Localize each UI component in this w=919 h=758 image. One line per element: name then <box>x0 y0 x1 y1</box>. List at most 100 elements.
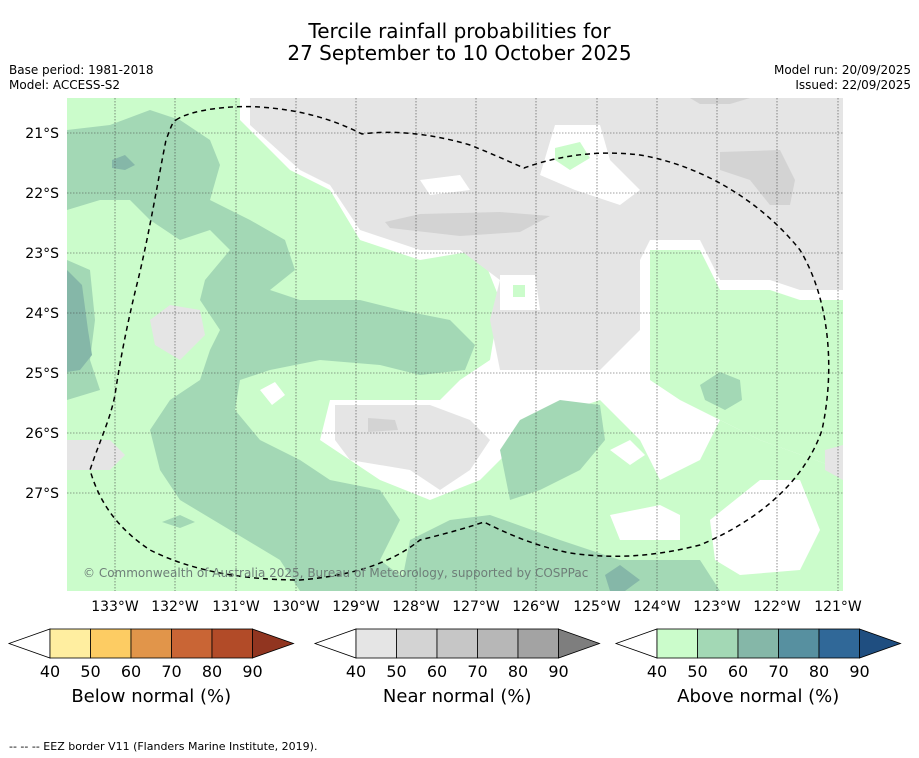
lon-label: 129°W <box>332 599 380 615</box>
colorbar-segment <box>90 628 132 659</box>
above-normal-50-region-s <box>400 515 720 591</box>
white-gap-6 <box>610 505 680 540</box>
colorbar-segment <box>737 628 779 659</box>
lon-label: 123°W <box>693 599 741 615</box>
lon-label: 130°W <box>272 599 320 615</box>
colorbar-segment <box>171 628 213 659</box>
colorbar-segment <box>818 628 860 659</box>
title-line-2: 27 September to 10 October 2025 <box>287 41 632 65</box>
colorbar-segment <box>436 628 478 659</box>
colorbar-tick: 40 <box>345 662 367 681</box>
above-normal-60-region <box>67 270 92 372</box>
meta-left: Base period: 1981-2018 Model: ACCESS-S2 <box>9 63 154 93</box>
lon-label: 132°W <box>151 599 199 615</box>
colorbar-tick: 40 <box>39 662 61 681</box>
colorbar-extend-high <box>558 628 601 659</box>
white-gap-7 <box>710 480 820 575</box>
near-normal-40-region <box>250 98 843 370</box>
lon-label: 126°W <box>512 599 560 615</box>
above-normal-60-region-n <box>112 155 135 170</box>
lat-label: 27°S <box>25 486 59 502</box>
above-normal-50-region-sw <box>162 515 195 528</box>
colorbar-tick: 60 <box>120 662 142 681</box>
near-normal-50-region-ne <box>720 150 795 205</box>
eez-border <box>89 105 830 581</box>
colorbar-segment <box>517 628 559 659</box>
colorbar-extend-low <box>313 628 357 659</box>
colorbar-title: Near normal (%) <box>382 686 532 707</box>
lon-label: 133°W <box>91 599 139 615</box>
colorbar-tick: 70 <box>467 662 488 681</box>
white-gap-5 <box>610 440 645 465</box>
colorbar-tick: 40 <box>646 662 668 681</box>
lat-label: 25°S <box>25 366 59 382</box>
above-normal-50-region-se <box>500 400 605 500</box>
model-name: Model: ACCESS-S2 <box>9 78 121 92</box>
colorbar-tick: 60 <box>426 662 448 681</box>
colorbar-tick: 80 <box>201 662 223 681</box>
lat-label: 24°S <box>25 306 59 322</box>
lon-label: 122°W <box>753 599 801 615</box>
colorbar-tick: 80 <box>507 662 529 681</box>
colorbar-title: Above normal (%) <box>677 686 840 707</box>
colorbar-segment <box>130 628 172 659</box>
colorbar-segment <box>477 628 519 659</box>
colorbar-tick: 90 <box>849 662 870 681</box>
colorbar-segment <box>49 628 91 659</box>
colorbar-title: Below normal (%) <box>71 686 232 707</box>
title-line-1: Tercile rainfall probabilities for <box>308 19 611 43</box>
lat-labels: 21°S 22°S 23°S 24°S 25°S 26°S 27°S <box>25 126 59 502</box>
lat-label: 26°S <box>25 426 59 442</box>
colorbars <box>7 628 902 659</box>
colorbar-extend-high <box>859 628 902 659</box>
near-normal-40-region-sw <box>67 440 125 470</box>
lon-label: 124°W <box>633 599 681 615</box>
lon-label: 121°W <box>814 599 862 615</box>
lon-labels: 133°W 132°W 131°W 130°W 129°W 128°W 127°… <box>91 599 862 615</box>
colorbar-segment <box>656 628 698 659</box>
colorbar-tick: 70 <box>768 662 789 681</box>
lat-label: 22°S <box>25 186 59 202</box>
lat-label: 23°S <box>25 246 59 262</box>
lon-label: 128°W <box>392 599 440 615</box>
white-gap-4 <box>260 382 285 405</box>
lat-label: 21°S <box>25 126 59 142</box>
map-fill <box>67 98 843 591</box>
gridlines <box>67 98 843 591</box>
colorbar-tick: 50 <box>687 662 708 681</box>
colorbar-tick: 60 <box>727 662 749 681</box>
above-normal-60-region-s <box>605 565 640 591</box>
base-period: Base period: 1981-2018 <box>9 63 154 77</box>
colorbar-segment <box>211 628 253 659</box>
map-copyright: © Commonwealth of Australia 2025, Bureau… <box>83 566 588 580</box>
lon-label: 127°W <box>452 599 500 615</box>
colorbar-tick: 70 <box>161 662 182 681</box>
model-run: Model run: 20/09/2025 <box>773 63 911 77</box>
eez-legend: -- -- -- EEZ border V11 (Flanders Marine… <box>9 740 318 753</box>
colorbar-segment <box>396 628 438 659</box>
near-normal-50-region <box>385 212 550 236</box>
near-normal-50-region-s <box>368 418 398 432</box>
near-normal-40-region-west <box>150 305 205 360</box>
white-gap-1 <box>540 125 640 205</box>
above-normal-40-patch-2 <box>513 285 525 297</box>
colorbar-segment <box>778 628 820 659</box>
issued-date: Issued: 22/09/2025 <box>795 78 911 92</box>
colorbar-extend-high <box>252 628 295 659</box>
near-normal-50-region-top <box>690 98 750 104</box>
above-normal-40-region-east <box>650 250 843 470</box>
colorbar-tick: 80 <box>808 662 830 681</box>
meta-right: Model run: 20/09/2025 Issued: 22/09/2025 <box>774 63 911 93</box>
above-normal-40-patch-1 <box>555 142 590 170</box>
colorbar-extend-low <box>7 628 51 659</box>
above-normal-50-region-e <box>700 372 742 410</box>
colorbar-tick: 50 <box>386 662 407 681</box>
lon-label: 125°W <box>573 599 621 615</box>
colorbar-tick: 50 <box>80 662 101 681</box>
colorbar-segment <box>697 628 739 659</box>
colorbar-segment <box>355 628 397 659</box>
lon-label: 131°W <box>212 599 260 615</box>
colorbar-tick: 90 <box>242 662 263 681</box>
colorbar-tick: 90 <box>548 662 569 681</box>
